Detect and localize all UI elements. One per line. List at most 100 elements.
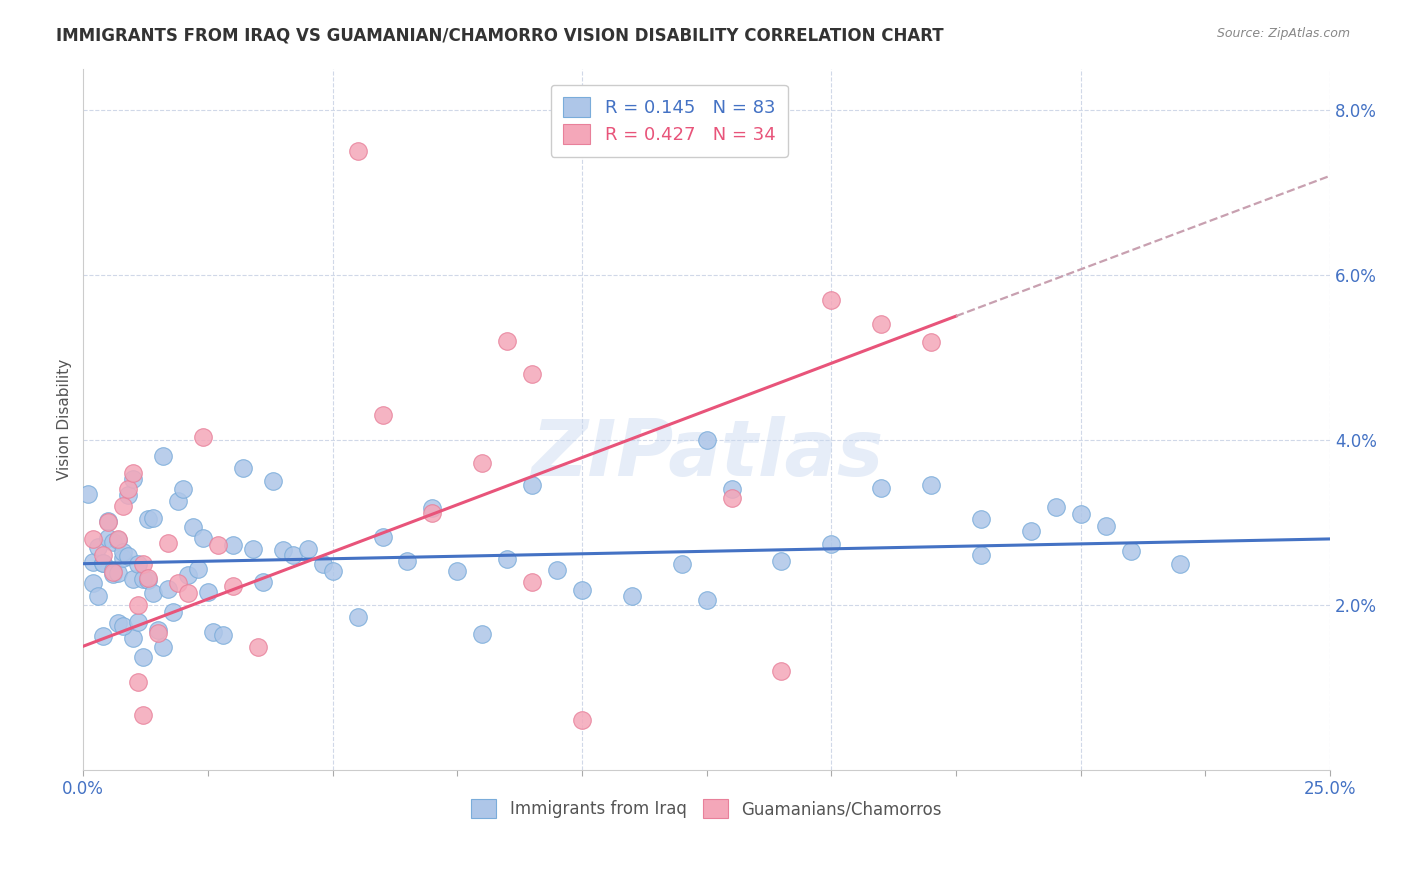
Point: [696, 593, 718, 607]
Point: [132, 557, 155, 571]
Point: [1170, 557, 1192, 571]
Point: [696, 433, 718, 447]
Point: [222, 579, 245, 593]
Point: [222, 538, 245, 552]
Point: [471, 627, 494, 641]
Y-axis label: Vision Disability: Vision Disability: [58, 359, 72, 480]
Point: [136, 571, 159, 585]
Point: [146, 626, 169, 640]
Point: [281, 549, 304, 563]
Point: [157, 536, 180, 550]
Point: [91, 556, 114, 570]
Point: [571, 583, 593, 598]
Point: [172, 482, 194, 496]
Point: [136, 573, 159, 587]
Point: [520, 575, 543, 590]
Point: [242, 542, 264, 557]
Point: [132, 649, 155, 664]
Point: [117, 549, 139, 564]
Point: [371, 530, 394, 544]
Point: [520, 477, 543, 491]
Point: [157, 582, 180, 597]
Point: [97, 516, 120, 530]
Point: [82, 555, 104, 569]
Point: [82, 532, 104, 546]
Point: [127, 675, 149, 690]
Point: [122, 631, 145, 645]
Point: [132, 572, 155, 586]
Point: [191, 531, 214, 545]
Point: [152, 450, 174, 464]
Point: [422, 500, 444, 515]
Point: [396, 554, 419, 568]
Point: [97, 514, 120, 528]
Point: [620, 589, 643, 603]
Point: [146, 624, 169, 638]
Point: [177, 568, 200, 582]
Point: [346, 610, 368, 624]
Point: [1119, 544, 1142, 558]
Point: [297, 541, 319, 556]
Point: [1070, 507, 1092, 521]
Point: [117, 483, 139, 497]
Point: [246, 640, 269, 654]
Point: [142, 586, 165, 600]
Point: [82, 575, 104, 590]
Point: [870, 318, 893, 332]
Point: [471, 457, 494, 471]
Point: [496, 334, 519, 348]
Point: [207, 539, 229, 553]
Point: [671, 557, 693, 571]
Point: [191, 430, 214, 444]
Text: Source: ZipAtlas.com: Source: ZipAtlas.com: [1216, 27, 1350, 40]
Point: [112, 619, 135, 633]
Point: [97, 532, 120, 546]
Point: [117, 488, 139, 502]
Point: [197, 585, 219, 599]
Point: [122, 472, 145, 486]
Point: [112, 499, 135, 513]
Point: [870, 482, 893, 496]
Point: [262, 474, 284, 488]
Point: [107, 532, 129, 546]
Point: [127, 558, 149, 572]
Point: [212, 628, 235, 642]
Point: [107, 615, 129, 630]
Point: [103, 535, 125, 549]
Point: [346, 144, 368, 158]
Point: [720, 482, 742, 496]
Point: [87, 589, 110, 603]
Text: ZIPatlas: ZIPatlas: [530, 417, 883, 492]
Point: [122, 572, 145, 586]
Point: [167, 576, 190, 591]
Point: [232, 460, 254, 475]
Point: [162, 605, 184, 619]
Point: [970, 548, 993, 562]
Point: [142, 511, 165, 525]
Point: [1019, 524, 1042, 538]
Point: [122, 466, 145, 480]
Point: [127, 615, 149, 630]
Point: [970, 512, 993, 526]
Point: [91, 549, 114, 563]
Point: [920, 478, 942, 492]
Point: [322, 565, 344, 579]
Point: [136, 512, 159, 526]
Point: [770, 554, 793, 568]
Point: [770, 664, 793, 678]
Point: [107, 533, 129, 547]
Point: [520, 367, 543, 381]
Point: [187, 562, 209, 576]
Point: [371, 408, 394, 422]
Point: [311, 558, 333, 572]
Point: [181, 520, 204, 534]
Point: [546, 563, 568, 577]
Point: [91, 557, 114, 571]
Point: [87, 540, 110, 554]
Point: [127, 598, 149, 612]
Point: [77, 487, 100, 501]
Point: [167, 494, 190, 508]
Point: [1094, 519, 1116, 533]
Point: [271, 543, 294, 558]
Point: [177, 586, 200, 600]
